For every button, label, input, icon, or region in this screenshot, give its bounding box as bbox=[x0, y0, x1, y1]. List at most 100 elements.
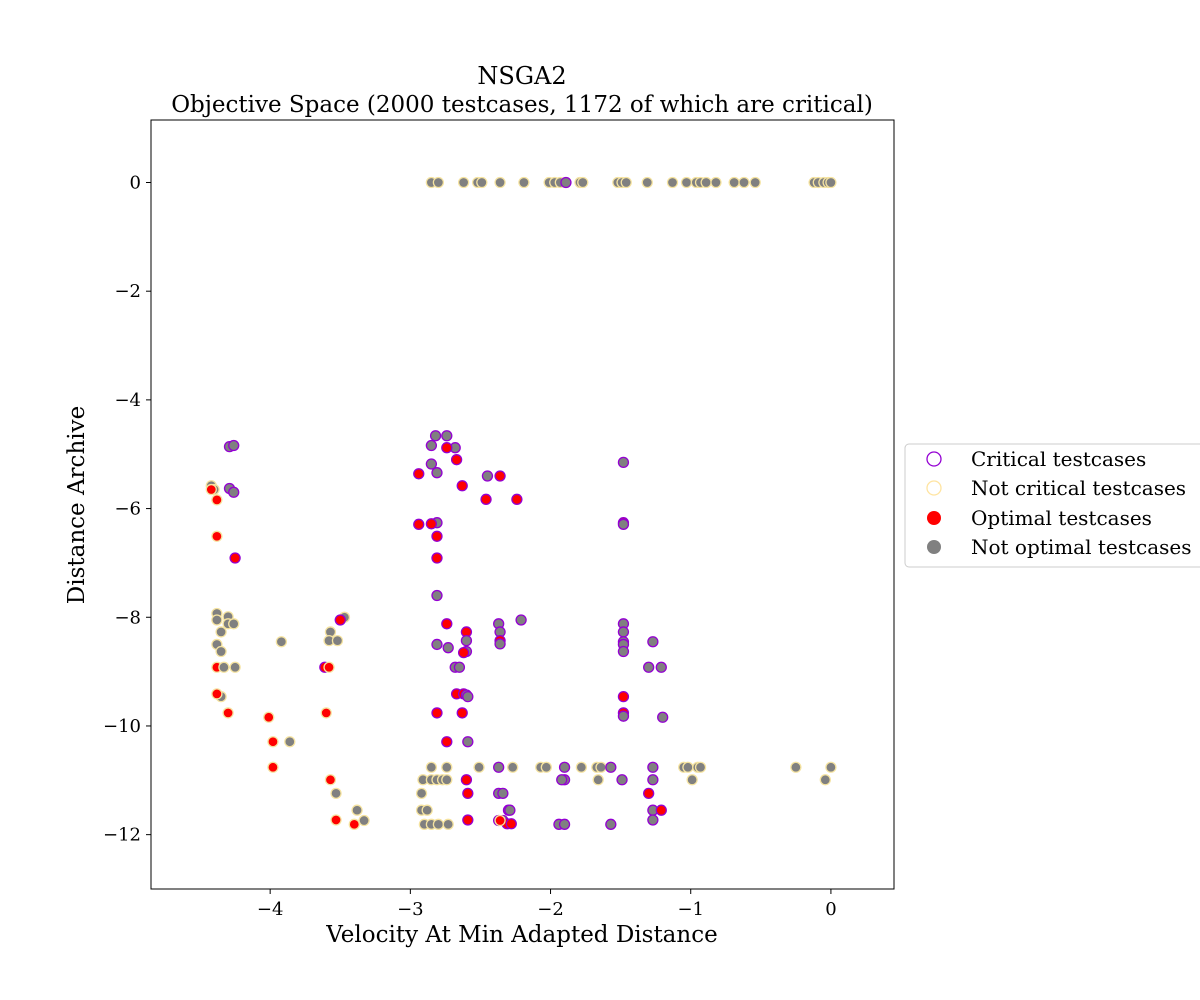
testcase-point-critical-not-optimal bbox=[228, 439, 240, 452]
testcase-point-not-critical-not-optimal bbox=[442, 818, 454, 830]
testcase-point-critical-optimal bbox=[511, 493, 523, 505]
testcase-point-not-critical-not-optimal bbox=[575, 761, 588, 773]
y-axis: 0 −2 −4 −6 −8 −10 −12 bbox=[103, 172, 151, 846]
testcase-point-not-critical-not-optimal bbox=[330, 787, 342, 800]
testcase-point-critical-not-optimal bbox=[617, 645, 630, 658]
testcase-point-not-critical-optimal bbox=[211, 688, 223, 700]
chart-subtitle: Objective Space (2000 testcases, 1172 of… bbox=[171, 92, 873, 118]
testcase-point-not-critical-not-optimal bbox=[686, 774, 698, 786]
testcase-point-not-critical-optimal bbox=[494, 814, 506, 827]
testcase-point-critical-optimal bbox=[460, 774, 473, 786]
testcase-point-critical-optimal bbox=[457, 646, 470, 659]
testcase-point-critical-not-optimal bbox=[617, 710, 630, 722]
testcase-point-not-critical-not-optimal bbox=[694, 761, 707, 773]
testcase-point-critical-not-optimal bbox=[647, 761, 659, 773]
y-tick-label: −12 bbox=[103, 825, 141, 846]
testcase-point-not-critical-not-optimal bbox=[211, 614, 223, 626]
testcase-point-not-critical-not-optimal bbox=[507, 761, 519, 773]
data-points bbox=[205, 176, 837, 830]
y-tick-label: −2 bbox=[114, 281, 141, 302]
testcase-point-not-critical-not-optimal bbox=[218, 661, 230, 673]
testcase-point-not-critical-not-optimal bbox=[284, 736, 296, 748]
testcase-point-not-critical-not-optimal bbox=[457, 176, 470, 189]
testcase-point-not-critical-not-optimal bbox=[710, 176, 722, 189]
testcase-point-critical-not-optimal bbox=[647, 636, 659, 648]
legend-box bbox=[904, 443, 1200, 568]
testcase-point-critical-not-optimal bbox=[429, 430, 442, 442]
legend-marker-not-critical bbox=[926, 480, 942, 496]
testcase-point-critical-optimal bbox=[431, 530, 443, 542]
testcase-point-not-critical-not-optimal bbox=[666, 176, 679, 189]
testcase-point-critical-not-optimal bbox=[462, 690, 474, 703]
testcase-point-not-critical-not-optimal bbox=[351, 804, 363, 816]
testcase-point-critical-not-optimal bbox=[515, 614, 527, 626]
testcase-point-critical-optimal bbox=[462, 814, 474, 826]
testcase-point-critical-not-optimal bbox=[497, 787, 509, 800]
testcase-point-critical-not-optimal bbox=[431, 638, 443, 651]
testcase-point-critical-not-optimal bbox=[617, 626, 630, 638]
testcase-point-not-critical-not-optimal bbox=[518, 176, 530, 189]
testcase-point-critical-not-optimal bbox=[605, 761, 617, 773]
testcase-point-not-critical-optimal bbox=[263, 711, 275, 723]
testcase-point-critical-optimal bbox=[413, 518, 425, 530]
testcase-point-critical-not-optimal bbox=[558, 818, 571, 830]
testcase-point-critical-not-optimal bbox=[442, 642, 454, 654]
legend: Critical testcases Not critical testcase… bbox=[904, 443, 1200, 568]
testcase-point-not-critical-not-optimal bbox=[577, 176, 589, 189]
testcase-point-critical-not-optimal bbox=[617, 456, 630, 469]
testcase-point-not-critical-not-optimal bbox=[819, 774, 831, 786]
testcase-point-not-critical-optimal bbox=[330, 814, 342, 826]
x-tick-label: −1 bbox=[677, 899, 704, 920]
x-tick-label: −4 bbox=[257, 899, 284, 920]
testcase-point-critical-not-optimal bbox=[655, 661, 667, 673]
testcase-point-critical-not-optimal bbox=[431, 589, 443, 602]
testcase-point-critical-optimal bbox=[450, 454, 463, 466]
legend-marker-critical bbox=[926, 451, 942, 467]
testcase-point-not-critical-not-optimal bbox=[595, 761, 607, 773]
testcase-point-critical-optimal bbox=[425, 518, 438, 530]
testcase-point-critical-not-optimal bbox=[425, 439, 438, 452]
testcase-point-not-critical-not-optimal bbox=[441, 761, 453, 773]
testcase-point-critical-not-optimal bbox=[560, 176, 572, 189]
legend-label-optimal: Optimal testcases bbox=[971, 506, 1152, 530]
testcase-point-not-critical-not-optimal bbox=[540, 761, 552, 773]
testcase-point-not-critical-not-optimal bbox=[728, 176, 740, 189]
testcase-point-critical-optimal bbox=[617, 690, 630, 703]
testcase-point-not-critical-not-optimal bbox=[476, 176, 488, 189]
testcase-point-critical-optimal bbox=[441, 442, 453, 454]
testcase-point-not-critical-not-optimal bbox=[275, 636, 288, 648]
testcase-point-critical-not-optimal bbox=[647, 814, 659, 826]
testcase-point-not-critical-optimal bbox=[320, 707, 332, 719]
testcase-point-not-critical-not-optimal bbox=[738, 176, 750, 189]
testcase-point-critical-not-optimal bbox=[441, 430, 453, 442]
testcase-point-critical-not-optimal bbox=[558, 761, 571, 773]
testcase-point-critical-not-optimal bbox=[425, 458, 438, 470]
testcase-point-critical-not-optimal bbox=[647, 774, 659, 786]
testcase-point-not-critical-not-optimal bbox=[432, 176, 445, 189]
testcase-point-critical-not-optimal bbox=[493, 761, 505, 773]
testcase-point-not-critical-optimal bbox=[211, 494, 223, 506]
testcase-point-critical-optimal bbox=[431, 552, 443, 564]
testcase-point-not-critical-optimal bbox=[324, 774, 337, 786]
legend-marker-not-optimal bbox=[927, 540, 941, 554]
testcase-point-critical-not-optimal bbox=[657, 711, 669, 723]
plot-frame bbox=[150, 119, 895, 890]
testcase-point-not-critical-optimal bbox=[267, 736, 279, 748]
testcase-point-not-critical-optimal bbox=[267, 761, 279, 773]
testcase-point-not-critical-not-optimal bbox=[358, 814, 370, 827]
testcase-point-not-critical-not-optimal bbox=[215, 645, 227, 658]
y-tick-label: −4 bbox=[114, 390, 141, 411]
testcase-point-not-critical-not-optimal bbox=[825, 176, 837, 189]
testcase-point-critical-optimal bbox=[655, 804, 667, 816]
testcase-point-not-critical-not-optimal bbox=[592, 774, 604, 786]
testcase-point-critical-optimal bbox=[441, 618, 453, 630]
x-axis: −4 −3 −2 −1 0 bbox=[257, 889, 837, 920]
testcase-point-not-critical-optimal bbox=[211, 530, 223, 542]
legend-label-not-optimal: Not optimal testcases bbox=[971, 535, 1192, 559]
x-tick-label: −2 bbox=[537, 899, 564, 920]
testcase-point-not-critical-not-optimal bbox=[425, 761, 438, 773]
legend-marker-optimal bbox=[927, 511, 941, 525]
testcase-point-critical-optimal bbox=[413, 468, 425, 480]
testcase-point-critical-not-optimal bbox=[228, 486, 240, 498]
